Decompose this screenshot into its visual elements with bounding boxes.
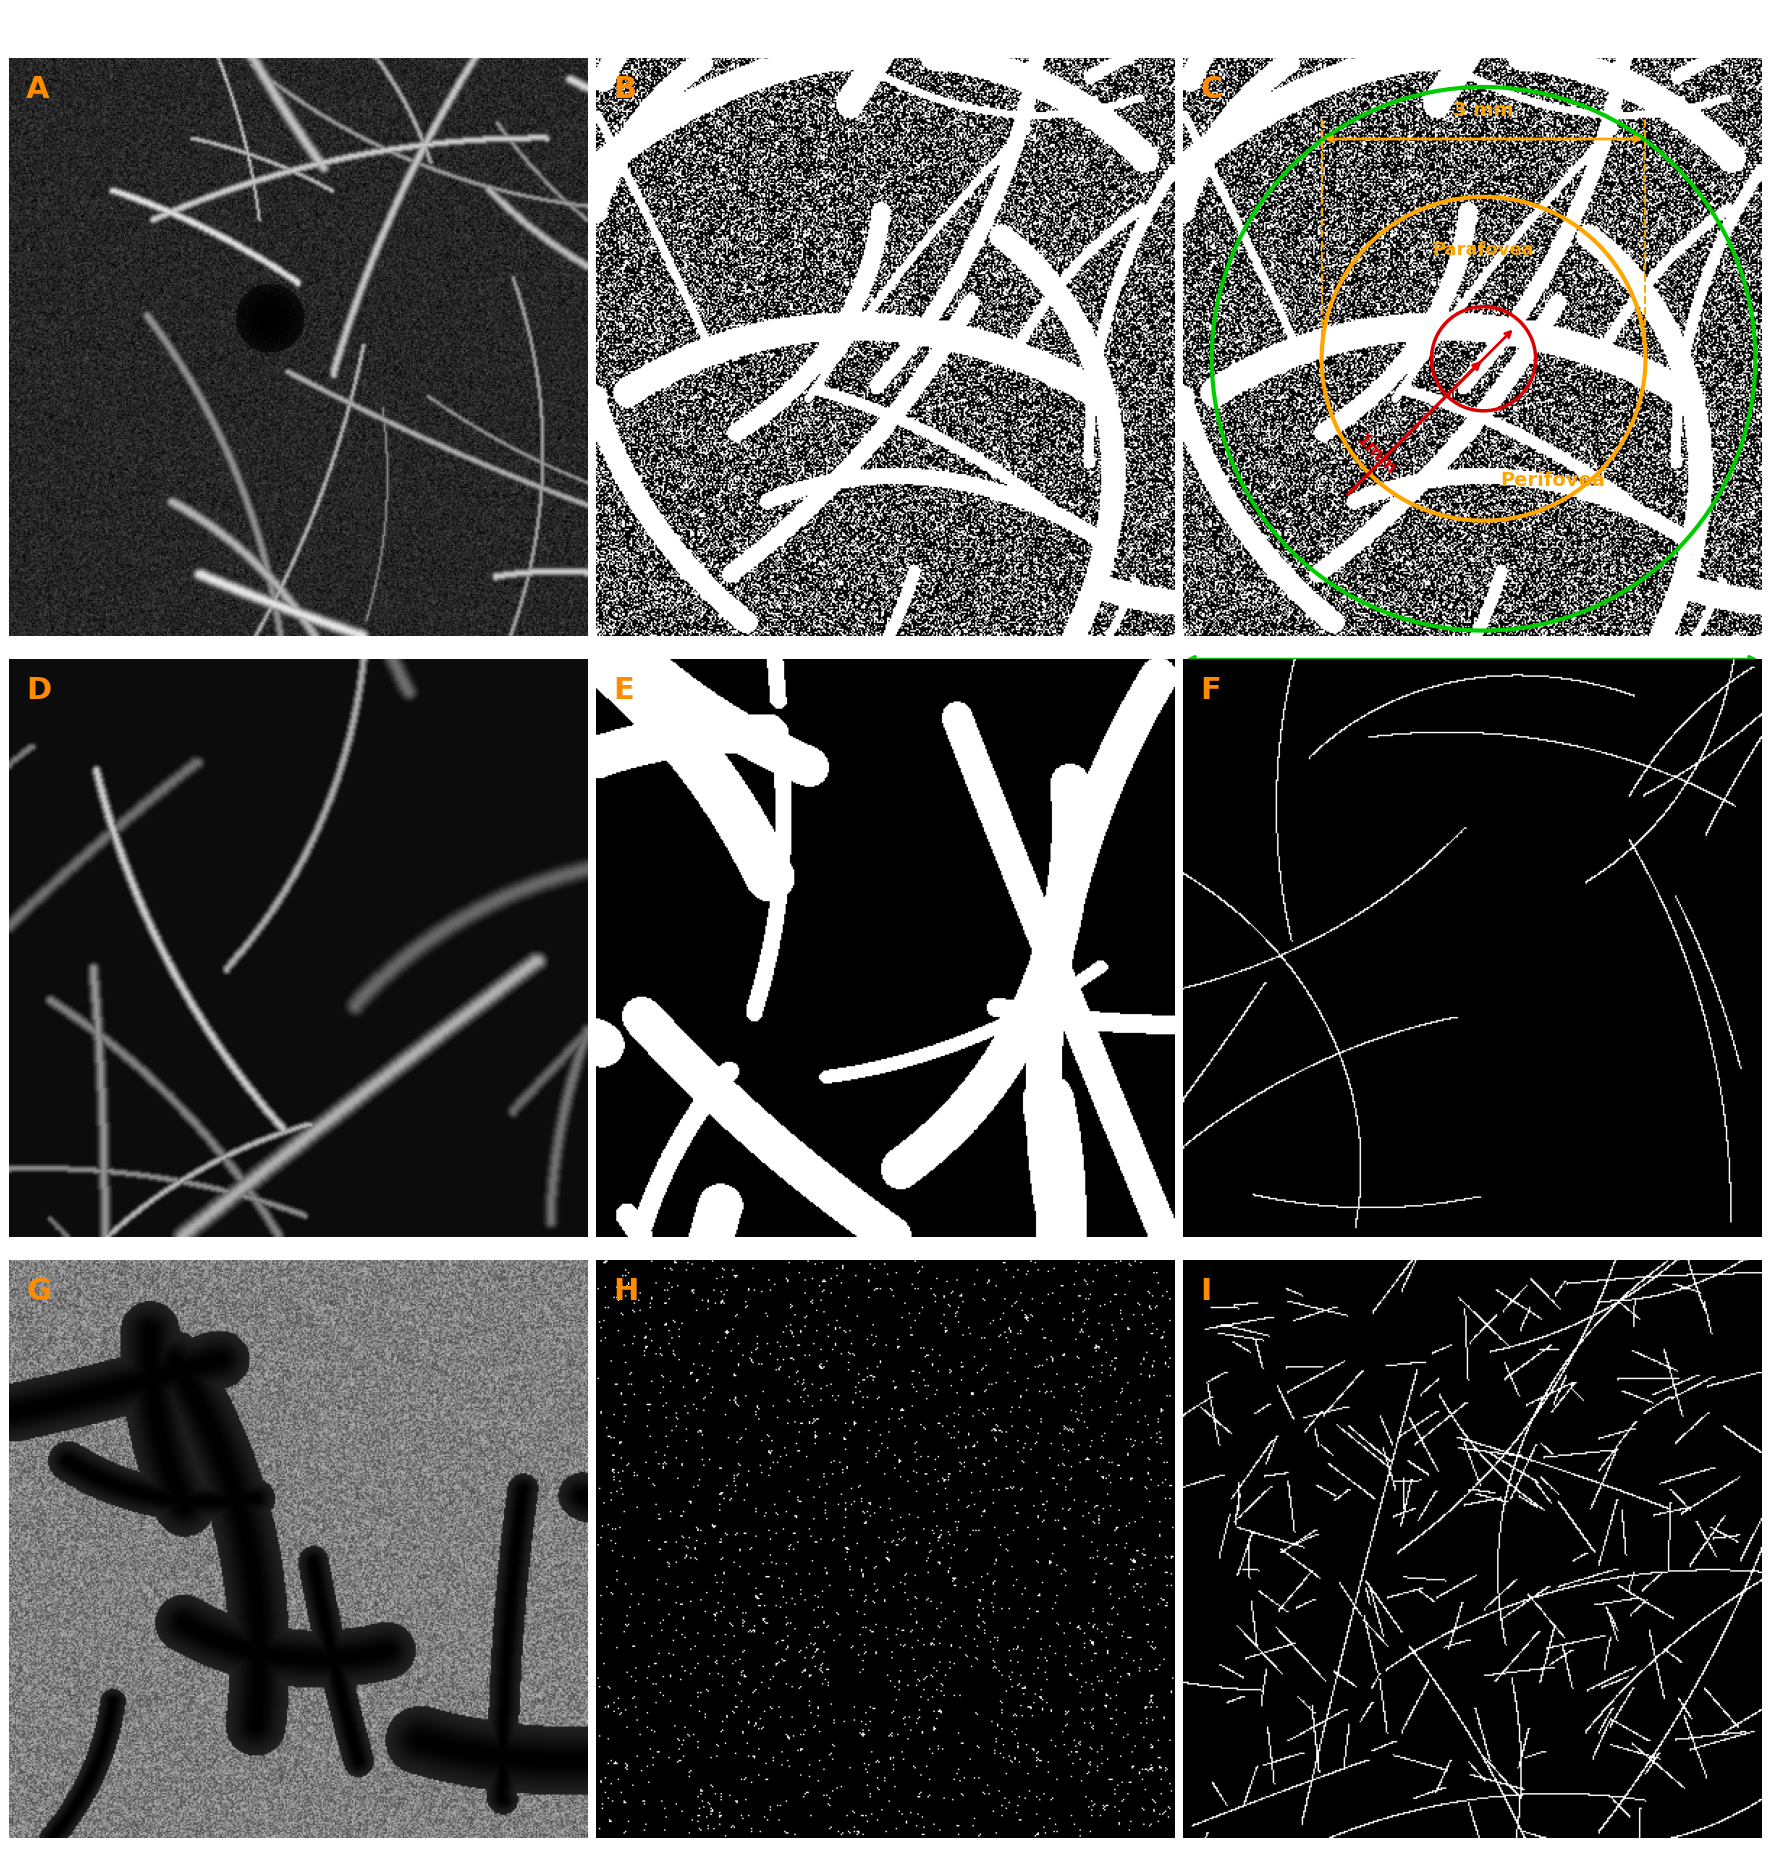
Text: I: I (1200, 1276, 1211, 1306)
Text: Parafovea: Parafovea (1432, 240, 1535, 259)
Text: Perifovea: Perifovea (1501, 472, 1605, 490)
Text: B: B (612, 76, 637, 104)
Text: G: G (27, 1276, 51, 1306)
Text: 1mm: 1mm (1352, 431, 1400, 479)
Text: A: A (27, 76, 50, 104)
Text: C: C (1200, 76, 1223, 104)
Text: F: F (1200, 677, 1221, 705)
Text: D: D (27, 677, 51, 705)
Text: 3 mm: 3 mm (1453, 102, 1513, 120)
Text: E: E (612, 677, 634, 705)
Text: H: H (612, 1276, 639, 1306)
Text: 6 mm: 6 mm (1439, 677, 1504, 697)
